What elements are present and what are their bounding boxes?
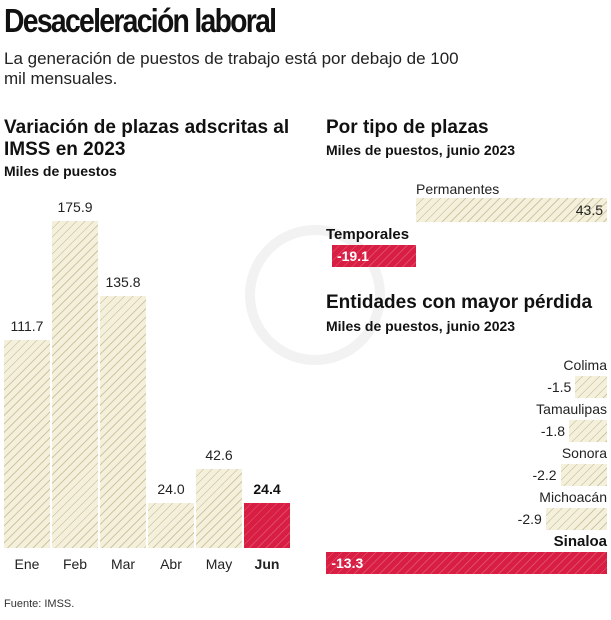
category-label: Tamaulipas: [536, 401, 607, 417]
bar: [196, 468, 242, 548]
bar: [326, 552, 607, 574]
type-chart-title: Por tipo de plazas: [326, 117, 489, 138]
page-title: Desaceleración laboral: [4, 2, 277, 39]
bar-value-label: -19.1: [336, 248, 369, 264]
x-tick-label: Abr: [160, 556, 182, 572]
page-subtitle: La generación de puestos de trabajo está…: [4, 49, 459, 88]
bar-value-label: 42.6: [205, 446, 233, 463]
x-tick-label: Jun: [254, 556, 280, 572]
bar-value-label: -13.3: [331, 555, 364, 571]
bar: [100, 295, 146, 548]
imss-watermark-logo: [245, 225, 385, 365]
x-tick-label: Feb: [62, 556, 88, 572]
states-chart-subtitle: Miles de puestos, junio 2023: [326, 318, 516, 334]
x-tick-label: Ene: [14, 556, 40, 572]
bar: [575, 376, 607, 398]
bar-value-label: 24.0: [157, 481, 185, 498]
states-chart-title: Entidades con mayor pérdida: [326, 292, 593, 313]
bar-value-label: -2.9: [517, 511, 542, 527]
bar: [244, 502, 290, 548]
bar-value-label: 175.9: [57, 199, 93, 215]
bar-value-label: -1.5: [547, 379, 572, 395]
bar: [560, 464, 607, 486]
bar-value-label: -1.8: [540, 423, 566, 439]
category-label: Sonora: [561, 445, 607, 461]
category-label: Permanentes: [416, 181, 500, 197]
bar: [52, 221, 98, 548]
x-tick-label: Mar: [110, 556, 136, 572]
category-label: Colima: [563, 357, 607, 373]
bar-value-label: -2.2: [532, 467, 557, 483]
category-label: Sinaloa: [553, 533, 607, 550]
bar-value-label: 111.7: [10, 318, 44, 335]
bar: [331, 245, 416, 267]
source-note: Fuente: IMSS.: [4, 598, 75, 610]
bar: [148, 503, 194, 548]
category-label: Temporales: [326, 226, 410, 243]
bar: [569, 420, 607, 442]
bar: [545, 508, 607, 530]
bar: [416, 198, 608, 222]
bar-value-label: 24.4: [253, 480, 281, 497]
bar: [4, 340, 50, 548]
bar-value-label: 135.8: [105, 273, 141, 290]
type-chart-subtitle: Miles de puestos, junio 2023: [326, 142, 516, 158]
monthly-chart-subtitle: Miles de puestos: [4, 163, 117, 179]
bar-value-label: 43.5: [575, 202, 603, 218]
monthly-chart-title: Variación de plazas adscritas al IMSS en…: [4, 117, 290, 160]
category-label: Michoacán: [539, 489, 607, 505]
x-tick-label: May: [205, 556, 233, 572]
